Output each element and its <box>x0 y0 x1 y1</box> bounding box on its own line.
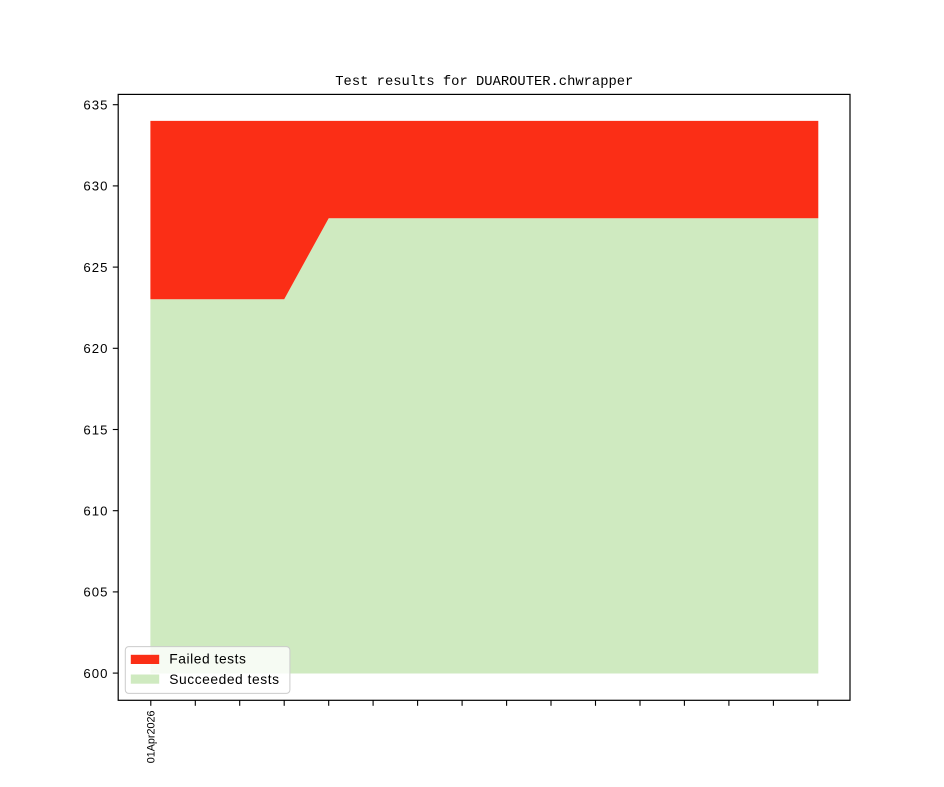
svg-text:625: 625 <box>83 260 108 275</box>
svg-text:620: 620 <box>83 341 108 356</box>
svg-text:630: 630 <box>83 179 108 194</box>
svg-text:Test results for DUAROUTER.chw: Test results for DUAROUTER.chwrapper <box>335 74 633 90</box>
svg-text:615: 615 <box>83 422 108 437</box>
svg-text:605: 605 <box>83 585 108 600</box>
svg-text:635: 635 <box>83 98 108 113</box>
svg-text:Failed tests: Failed tests <box>169 651 246 666</box>
svg-text:01Apr2026: 01Apr2026 <box>145 710 157 763</box>
svg-text:Succeeded tests: Succeeded tests <box>169 672 279 687</box>
svg-text:600: 600 <box>83 666 108 681</box>
svg-text:610: 610 <box>83 504 108 519</box>
